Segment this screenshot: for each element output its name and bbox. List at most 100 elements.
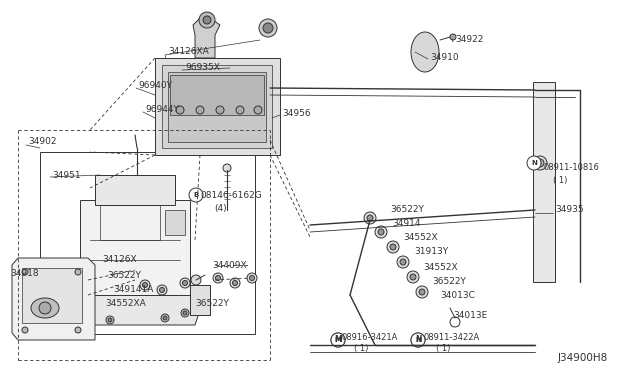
Circle shape xyxy=(86,311,94,319)
Text: 36522Y: 36522Y xyxy=(195,298,229,308)
Text: 34902: 34902 xyxy=(28,138,56,147)
Text: 34922: 34922 xyxy=(455,35,483,45)
Circle shape xyxy=(108,318,112,322)
Circle shape xyxy=(450,34,456,40)
Bar xyxy=(100,205,160,240)
Circle shape xyxy=(216,106,224,114)
Bar xyxy=(40,152,255,334)
Circle shape xyxy=(22,269,28,275)
Circle shape xyxy=(157,285,167,295)
Text: 96944Y: 96944Y xyxy=(145,106,179,115)
Text: N: N xyxy=(531,160,537,166)
Circle shape xyxy=(106,316,114,324)
Polygon shape xyxy=(193,18,220,58)
Text: N: N xyxy=(415,336,421,344)
Circle shape xyxy=(216,276,221,280)
Text: 34552X: 34552X xyxy=(423,263,458,272)
Text: 34918: 34918 xyxy=(10,269,38,279)
Bar xyxy=(533,82,555,282)
Circle shape xyxy=(22,327,28,333)
Circle shape xyxy=(367,215,373,221)
Circle shape xyxy=(75,269,81,275)
Circle shape xyxy=(397,256,409,268)
Circle shape xyxy=(416,286,428,298)
Circle shape xyxy=(527,156,541,170)
Bar xyxy=(165,210,185,235)
Text: (4): (4) xyxy=(214,203,227,212)
Ellipse shape xyxy=(411,32,439,72)
Text: J34900H8: J34900H8 xyxy=(558,353,608,363)
Circle shape xyxy=(143,282,147,288)
Circle shape xyxy=(331,333,345,347)
Circle shape xyxy=(390,244,396,250)
Text: 34935: 34935 xyxy=(555,205,584,215)
Bar xyxy=(22,268,82,323)
Circle shape xyxy=(196,106,204,114)
Circle shape xyxy=(191,275,201,285)
Text: 96940Y: 96940Y xyxy=(138,80,172,90)
Circle shape xyxy=(232,280,237,285)
Circle shape xyxy=(533,156,547,170)
Text: 34914: 34914 xyxy=(392,219,420,228)
Circle shape xyxy=(161,314,169,322)
Circle shape xyxy=(263,23,273,33)
Text: B: B xyxy=(193,192,198,198)
Text: 36522Y: 36522Y xyxy=(390,205,424,215)
Text: M: M xyxy=(335,337,341,343)
Text: 36522Y: 36522Y xyxy=(432,276,466,285)
Circle shape xyxy=(189,188,203,202)
Text: ( 1): ( 1) xyxy=(553,176,568,185)
Bar xyxy=(80,200,190,295)
Circle shape xyxy=(223,164,231,172)
Circle shape xyxy=(180,278,190,288)
Circle shape xyxy=(331,333,345,347)
Circle shape xyxy=(88,313,92,317)
Circle shape xyxy=(140,280,150,290)
Circle shape xyxy=(247,273,257,283)
Text: 34552XA: 34552XA xyxy=(105,298,146,308)
Text: 349141A: 349141A xyxy=(113,285,154,294)
Circle shape xyxy=(419,289,425,295)
Text: N: N xyxy=(415,337,421,343)
Circle shape xyxy=(410,274,416,280)
Circle shape xyxy=(254,106,262,114)
Text: ( 1): ( 1) xyxy=(354,344,369,353)
Text: 34910: 34910 xyxy=(430,52,459,61)
Ellipse shape xyxy=(31,298,59,318)
Text: 08146-6162G: 08146-6162G xyxy=(200,192,262,201)
Circle shape xyxy=(182,280,188,285)
Circle shape xyxy=(199,12,215,28)
Bar xyxy=(190,285,210,315)
Text: ( 1): ( 1) xyxy=(436,344,451,353)
Circle shape xyxy=(213,273,223,283)
Circle shape xyxy=(536,159,544,167)
Text: 31913Y: 31913Y xyxy=(414,247,448,257)
Circle shape xyxy=(407,271,419,283)
Text: 34409X: 34409X xyxy=(212,260,246,269)
Circle shape xyxy=(163,316,167,320)
Circle shape xyxy=(378,229,384,235)
Text: 34956: 34956 xyxy=(282,109,310,118)
Polygon shape xyxy=(12,258,95,340)
Bar xyxy=(62,285,82,315)
Circle shape xyxy=(236,106,244,114)
Circle shape xyxy=(250,276,255,280)
Text: 08911-3422A: 08911-3422A xyxy=(424,333,480,341)
Circle shape xyxy=(387,241,399,253)
Text: M: M xyxy=(334,336,342,344)
Circle shape xyxy=(183,311,187,315)
Text: 36522Y: 36522Y xyxy=(107,270,141,279)
Circle shape xyxy=(203,16,211,24)
Circle shape xyxy=(364,212,376,224)
Circle shape xyxy=(75,327,81,333)
Circle shape xyxy=(159,288,164,292)
Text: 34013C: 34013C xyxy=(440,291,475,299)
Text: 34126X: 34126X xyxy=(102,256,136,264)
Text: 08911-10816: 08911-10816 xyxy=(543,164,599,173)
Circle shape xyxy=(411,333,425,347)
Text: 34552X: 34552X xyxy=(403,234,438,243)
Text: 34126XA: 34126XA xyxy=(168,48,209,57)
Text: 96935X: 96935X xyxy=(185,64,220,73)
Text: 34951: 34951 xyxy=(52,170,81,180)
Circle shape xyxy=(230,278,240,288)
